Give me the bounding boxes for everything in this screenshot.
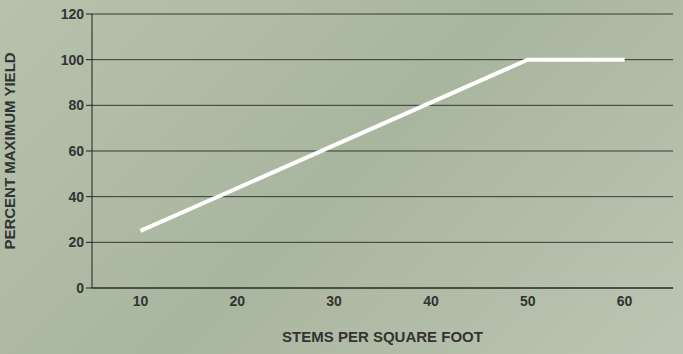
svg-text:60: 60 (68, 143, 84, 159)
svg-text:40: 40 (68, 189, 84, 205)
svg-text:80: 80 (68, 97, 84, 113)
svg-text:10: 10 (133, 293, 149, 309)
svg-text:120: 120 (61, 6, 85, 22)
svg-text:30: 30 (326, 293, 342, 309)
svg-text:STEMS PER SQUARE FOOT: STEMS PER SQUARE FOOT (282, 328, 483, 345)
svg-text:0: 0 (76, 280, 84, 296)
svg-text:PERCENT MAXIMUM YIELD: PERCENT MAXIMUM YIELD (1, 52, 18, 249)
svg-text:20: 20 (229, 293, 245, 309)
svg-text:40: 40 (423, 293, 439, 309)
svg-text:60: 60 (617, 293, 633, 309)
svg-text:100: 100 (61, 52, 85, 68)
svg-text:20: 20 (68, 234, 84, 250)
svg-text:50: 50 (520, 293, 536, 309)
